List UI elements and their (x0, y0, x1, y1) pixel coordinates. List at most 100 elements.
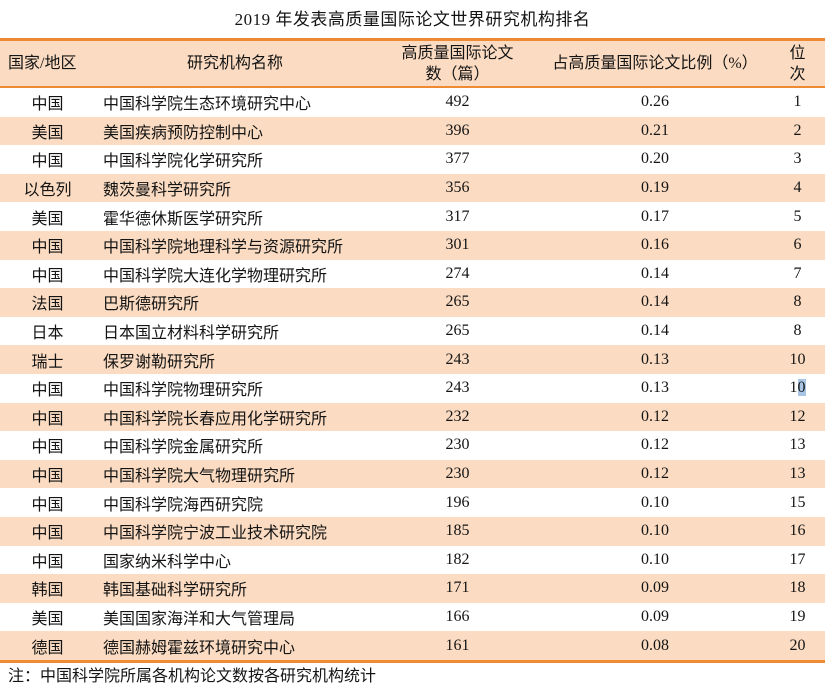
cell-rank: 10 (789, 379, 806, 397)
cell-papers: 232 (445, 407, 470, 425)
cell-ratio: 0.08 (641, 636, 669, 654)
cell-institution: 中国科学院地理科学与资源研究所 (103, 239, 344, 257)
cell-rank: 13 (789, 436, 806, 454)
cell-rank: 10 (789, 350, 806, 368)
col-header-rank-label: 位次 (789, 44, 806, 83)
cell-ratio: 0.09 (641, 579, 669, 597)
table-row: 以色列 魏茨曼科学研究所 356 0.19 4 (0, 173, 825, 203)
cell-ratio: 0.09 (641, 607, 669, 625)
table-row: 美国 美国国家海洋和大气管理局 166 0.09 19 (0, 603, 825, 632)
cell-country: 以色列 (23, 182, 72, 200)
cell-institution: 中国科学院海西研究院 (103, 496, 264, 514)
table-row: 中国 中国科学院大连化学物理研究所 274 0.14 7 (0, 260, 825, 289)
cell-rank: 5 (793, 207, 802, 225)
cell-institution: 中国科学院宁波工业技术研究院 (103, 525, 328, 543)
cell-country: 中国 (31, 525, 64, 543)
cell-papers: 396 (445, 121, 470, 139)
cell-rank: 1 (793, 93, 802, 111)
cell-ratio: 0.26 (641, 93, 669, 111)
cell-ratio: 0.10 (641, 550, 669, 568)
cell-ratio: 0.12 (641, 436, 669, 454)
cell-papers: 492 (445, 93, 470, 111)
table-row: 中国 中国科学院宁波工业技术研究院 185 0.10 16 (0, 516, 825, 546)
cell-country: 中国 (31, 496, 64, 514)
col-header-rank: 位次 (770, 39, 825, 88)
table-row: 中国 中国科学院大气物理研究所 230 0.12 13 (0, 459, 825, 489)
cell-institution: 中国科学院生态环境研究中心 (103, 96, 312, 114)
cell-ratio: 0.21 (641, 121, 669, 139)
cell-rank: 7 (793, 264, 802, 282)
cell-institution: 中国科学院大连化学物理研究所 (103, 267, 328, 285)
table-row: 中国 中国科学院化学研究所 377 0.20 3 (0, 145, 825, 174)
table-body: 中国 中国科学院生态环境研究中心 492 0.26 1 美国 美国疾病预防控制中心 396 0.… (0, 87, 825, 662)
cell-ratio: 0.14 (641, 322, 669, 340)
cell-rank: 19 (789, 607, 806, 625)
table-row: 中国 国家纳米科学中心 182 0.10 17 (0, 546, 825, 575)
cell-papers: 196 (445, 493, 470, 511)
table-row: 法国 巴斯德研究所 265 0.14 8 (0, 288, 825, 317)
cell-country: 中国 (31, 153, 64, 171)
cell-country: 日本 (31, 325, 64, 343)
cell-papers: 230 (445, 465, 470, 483)
cell-rank: 8 (793, 322, 802, 340)
footnote: 注：中国科学院所属各机构论文数按各研究机构统计 (8, 667, 377, 685)
cell-rank: 6 (793, 236, 802, 254)
cell-institution: 中国科学院长春应用化学研究所 (103, 410, 328, 428)
cell-country: 美国 (31, 124, 64, 142)
col-header-country-label: 国家/地区 (8, 55, 77, 72)
cell-papers: 161 (445, 636, 470, 654)
table-row: 德国 德国赫姆霍兹环境研究中心 161 0.08 20 (0, 631, 825, 662)
cell-ratio: 0.10 (641, 493, 669, 511)
cell-ratio: 0.17 (641, 207, 669, 225)
cell-papers: 166 (445, 607, 470, 625)
cell-rank: 17 (789, 550, 806, 568)
cell-papers: 317 (445, 207, 470, 225)
table-row: 中国 中国科学院海西研究院 196 0.10 15 (0, 488, 825, 517)
cell-ratio: 0.12 (641, 407, 669, 425)
page-title: 2019 年发表高质量国际论文世界研究机构排名 (234, 10, 591, 29)
cell-country: 中国 (31, 96, 64, 114)
cell-papers: 185 (445, 522, 470, 540)
cell-rank: 3 (793, 150, 802, 168)
cell-rank: 4 (793, 179, 802, 197)
cell-institution: 霍华德休斯医学研究所 (103, 210, 264, 228)
cell-institution: 美国疾病预防控制中心 (103, 124, 264, 142)
cell-country: 中国 (31, 468, 64, 486)
table-row: 中国 中国科学院长春应用化学研究所 232 0.12 12 (0, 402, 825, 432)
table-row: 中国 中国科学院地理科学与资源研究所 301 0.16 6 (0, 230, 825, 260)
table-row: 美国 美国疾病预防控制中心 396 0.21 2 (0, 116, 825, 146)
cell-institution: 保罗谢勒研究所 (103, 353, 216, 371)
col-header-ratio-label: 占高质量国际论文比例（%） (552, 55, 758, 72)
cell-ratio: 0.19 (641, 179, 669, 197)
table-row: 中国 中国科学院金属研究所 230 0.12 13 (0, 431, 825, 460)
cell-papers: 265 (445, 322, 470, 340)
cell-papers: 230 (445, 436, 470, 454)
cell-papers: 377 (445, 150, 470, 168)
cell-institution: 中国科学院金属研究所 (103, 439, 264, 457)
cell-ratio: 0.12 (641, 465, 669, 483)
cell-ratio: 0.13 (641, 379, 669, 397)
cell-institution: 中国科学院化学研究所 (103, 153, 264, 171)
col-header-country: 国家/地区 (0, 39, 95, 88)
cell-country: 中国 (31, 553, 64, 571)
cell-papers: 301 (445, 236, 470, 254)
col-header-papers-label: 高质量国际论文数（篇） (401, 44, 514, 83)
col-header-institution: 研究机构名称 (95, 39, 375, 88)
cell-institution: 中国科学院物理研究所 (103, 382, 264, 400)
cell-country: 中国 (31, 410, 64, 428)
cell-papers: 182 (445, 550, 470, 568)
col-header-ratio: 占高质量国际论文比例（%） (540, 39, 770, 88)
cell-papers: 265 (445, 293, 470, 311)
cell-papers: 243 (445, 350, 470, 368)
cell-rank: 15 (789, 493, 806, 511)
cell-country: 韩国 (31, 582, 64, 600)
cell-ratio: 0.13 (641, 350, 669, 368)
cell-country: 德国 (31, 639, 64, 657)
table-header: 国家/地区 研究机构名称 高质量国际论文数（篇） 占高质量国际论文比例（%） 位… (0, 39, 825, 88)
cell-country: 中国 (31, 382, 64, 400)
cell-papers: 243 (445, 379, 470, 397)
cell-institution: 魏茨曼科学研究所 (103, 182, 232, 200)
cell-institution: 德国赫姆霍兹环境研究中心 (103, 639, 296, 657)
cell-ratio: 0.14 (641, 264, 669, 282)
cell-rank: 18 (789, 579, 806, 597)
